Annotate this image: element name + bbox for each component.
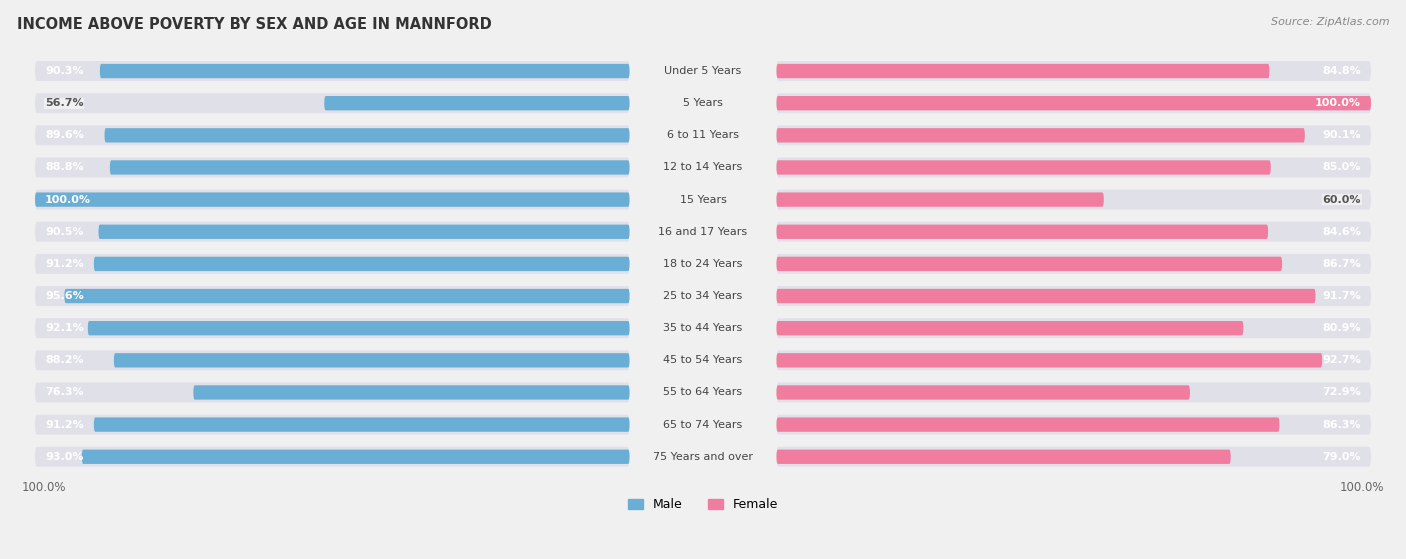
- FancyBboxPatch shape: [776, 254, 1371, 274]
- FancyBboxPatch shape: [776, 353, 1322, 367]
- Text: INCOME ABOVE POVERTY BY SEX AND AGE IN MANNFORD: INCOME ABOVE POVERTY BY SEX AND AGE IN M…: [17, 17, 492, 32]
- Text: 56.7%: 56.7%: [45, 98, 84, 108]
- Text: 90.1%: 90.1%: [1322, 130, 1361, 140]
- FancyBboxPatch shape: [35, 447, 630, 467]
- Text: 6 to 11 Years: 6 to 11 Years: [666, 130, 740, 140]
- Text: 75 Years and over: 75 Years and over: [652, 452, 754, 462]
- Text: 86.3%: 86.3%: [1322, 420, 1361, 430]
- FancyBboxPatch shape: [35, 61, 630, 81]
- Text: 95.6%: 95.6%: [45, 291, 84, 301]
- FancyBboxPatch shape: [35, 190, 630, 210]
- Text: 89.6%: 89.6%: [45, 130, 84, 140]
- FancyBboxPatch shape: [35, 415, 630, 434]
- FancyBboxPatch shape: [35, 222, 630, 241]
- FancyBboxPatch shape: [776, 128, 1305, 143]
- FancyBboxPatch shape: [104, 128, 630, 143]
- FancyBboxPatch shape: [776, 350, 1371, 370]
- FancyBboxPatch shape: [100, 64, 630, 78]
- FancyBboxPatch shape: [776, 447, 1371, 467]
- FancyBboxPatch shape: [194, 385, 630, 400]
- FancyBboxPatch shape: [776, 286, 1371, 306]
- FancyBboxPatch shape: [776, 222, 1371, 241]
- Text: 72.9%: 72.9%: [1322, 387, 1361, 397]
- Text: 35 to 44 Years: 35 to 44 Years: [664, 323, 742, 333]
- Text: Source: ZipAtlas.com: Source: ZipAtlas.com: [1271, 17, 1389, 27]
- Text: 92.1%: 92.1%: [45, 323, 84, 333]
- FancyBboxPatch shape: [776, 418, 1279, 432]
- FancyBboxPatch shape: [35, 125, 630, 145]
- Text: 84.6%: 84.6%: [1322, 227, 1361, 237]
- Text: 76.3%: 76.3%: [45, 387, 84, 397]
- Text: 92.7%: 92.7%: [1322, 356, 1361, 366]
- Text: 56.7%: 56.7%: [45, 98, 84, 108]
- Text: 15 Years: 15 Years: [679, 195, 727, 205]
- Text: Under 5 Years: Under 5 Years: [665, 66, 741, 76]
- Text: 85.0%: 85.0%: [1323, 163, 1361, 173]
- Text: 18 to 24 Years: 18 to 24 Years: [664, 259, 742, 269]
- FancyBboxPatch shape: [776, 61, 1371, 81]
- FancyBboxPatch shape: [110, 160, 630, 174]
- FancyBboxPatch shape: [776, 318, 1371, 338]
- Text: 91.2%: 91.2%: [45, 259, 84, 269]
- Text: 60.0%: 60.0%: [1323, 195, 1361, 205]
- FancyBboxPatch shape: [776, 96, 1371, 110]
- Text: 5 Years: 5 Years: [683, 98, 723, 108]
- FancyBboxPatch shape: [776, 190, 1371, 210]
- Text: 91.2%: 91.2%: [45, 420, 84, 430]
- Text: 55 to 64 Years: 55 to 64 Years: [664, 387, 742, 397]
- FancyBboxPatch shape: [82, 449, 630, 464]
- FancyBboxPatch shape: [776, 382, 1371, 402]
- Text: 91.7%: 91.7%: [1322, 291, 1361, 301]
- FancyBboxPatch shape: [776, 93, 1371, 113]
- FancyBboxPatch shape: [87, 321, 630, 335]
- FancyBboxPatch shape: [776, 321, 1243, 335]
- FancyBboxPatch shape: [65, 289, 630, 303]
- FancyBboxPatch shape: [35, 254, 630, 274]
- FancyBboxPatch shape: [35, 158, 630, 177]
- Text: 65 to 74 Years: 65 to 74 Years: [664, 420, 742, 430]
- FancyBboxPatch shape: [776, 415, 1371, 434]
- FancyBboxPatch shape: [35, 286, 630, 306]
- FancyBboxPatch shape: [35, 350, 630, 370]
- Text: 84.8%: 84.8%: [1322, 66, 1361, 76]
- Text: 100.0%: 100.0%: [21, 481, 66, 494]
- Text: 90.3%: 90.3%: [45, 66, 83, 76]
- FancyBboxPatch shape: [94, 418, 630, 432]
- Legend: Male, Female: Male, Female: [623, 493, 783, 516]
- FancyBboxPatch shape: [35, 192, 630, 207]
- FancyBboxPatch shape: [776, 125, 1371, 145]
- FancyBboxPatch shape: [35, 382, 630, 402]
- Text: 12 to 14 Years: 12 to 14 Years: [664, 163, 742, 173]
- FancyBboxPatch shape: [776, 158, 1371, 177]
- Text: 100.0%: 100.0%: [1315, 98, 1361, 108]
- Text: 88.8%: 88.8%: [45, 163, 84, 173]
- FancyBboxPatch shape: [325, 96, 630, 110]
- FancyBboxPatch shape: [776, 289, 1316, 303]
- Text: 100.0%: 100.0%: [1340, 481, 1385, 494]
- Text: 25 to 34 Years: 25 to 34 Years: [664, 291, 742, 301]
- FancyBboxPatch shape: [776, 160, 1271, 174]
- FancyBboxPatch shape: [776, 257, 1282, 271]
- FancyBboxPatch shape: [776, 385, 1189, 400]
- FancyBboxPatch shape: [114, 353, 630, 367]
- Text: 93.0%: 93.0%: [45, 452, 83, 462]
- FancyBboxPatch shape: [776, 449, 1230, 464]
- Text: 80.9%: 80.9%: [1322, 323, 1361, 333]
- Text: 16 and 17 Years: 16 and 17 Years: [658, 227, 748, 237]
- FancyBboxPatch shape: [776, 64, 1270, 78]
- Text: 90.5%: 90.5%: [45, 227, 83, 237]
- FancyBboxPatch shape: [94, 257, 630, 271]
- FancyBboxPatch shape: [35, 318, 630, 338]
- Text: 86.7%: 86.7%: [1322, 259, 1361, 269]
- FancyBboxPatch shape: [35, 93, 630, 113]
- Text: 79.0%: 79.0%: [1322, 452, 1361, 462]
- Text: 45 to 54 Years: 45 to 54 Years: [664, 356, 742, 366]
- FancyBboxPatch shape: [98, 225, 630, 239]
- FancyBboxPatch shape: [776, 225, 1268, 239]
- FancyBboxPatch shape: [776, 192, 1104, 207]
- Text: 60.0%: 60.0%: [1323, 195, 1361, 205]
- Text: 100.0%: 100.0%: [45, 195, 91, 205]
- Text: 88.2%: 88.2%: [45, 356, 84, 366]
